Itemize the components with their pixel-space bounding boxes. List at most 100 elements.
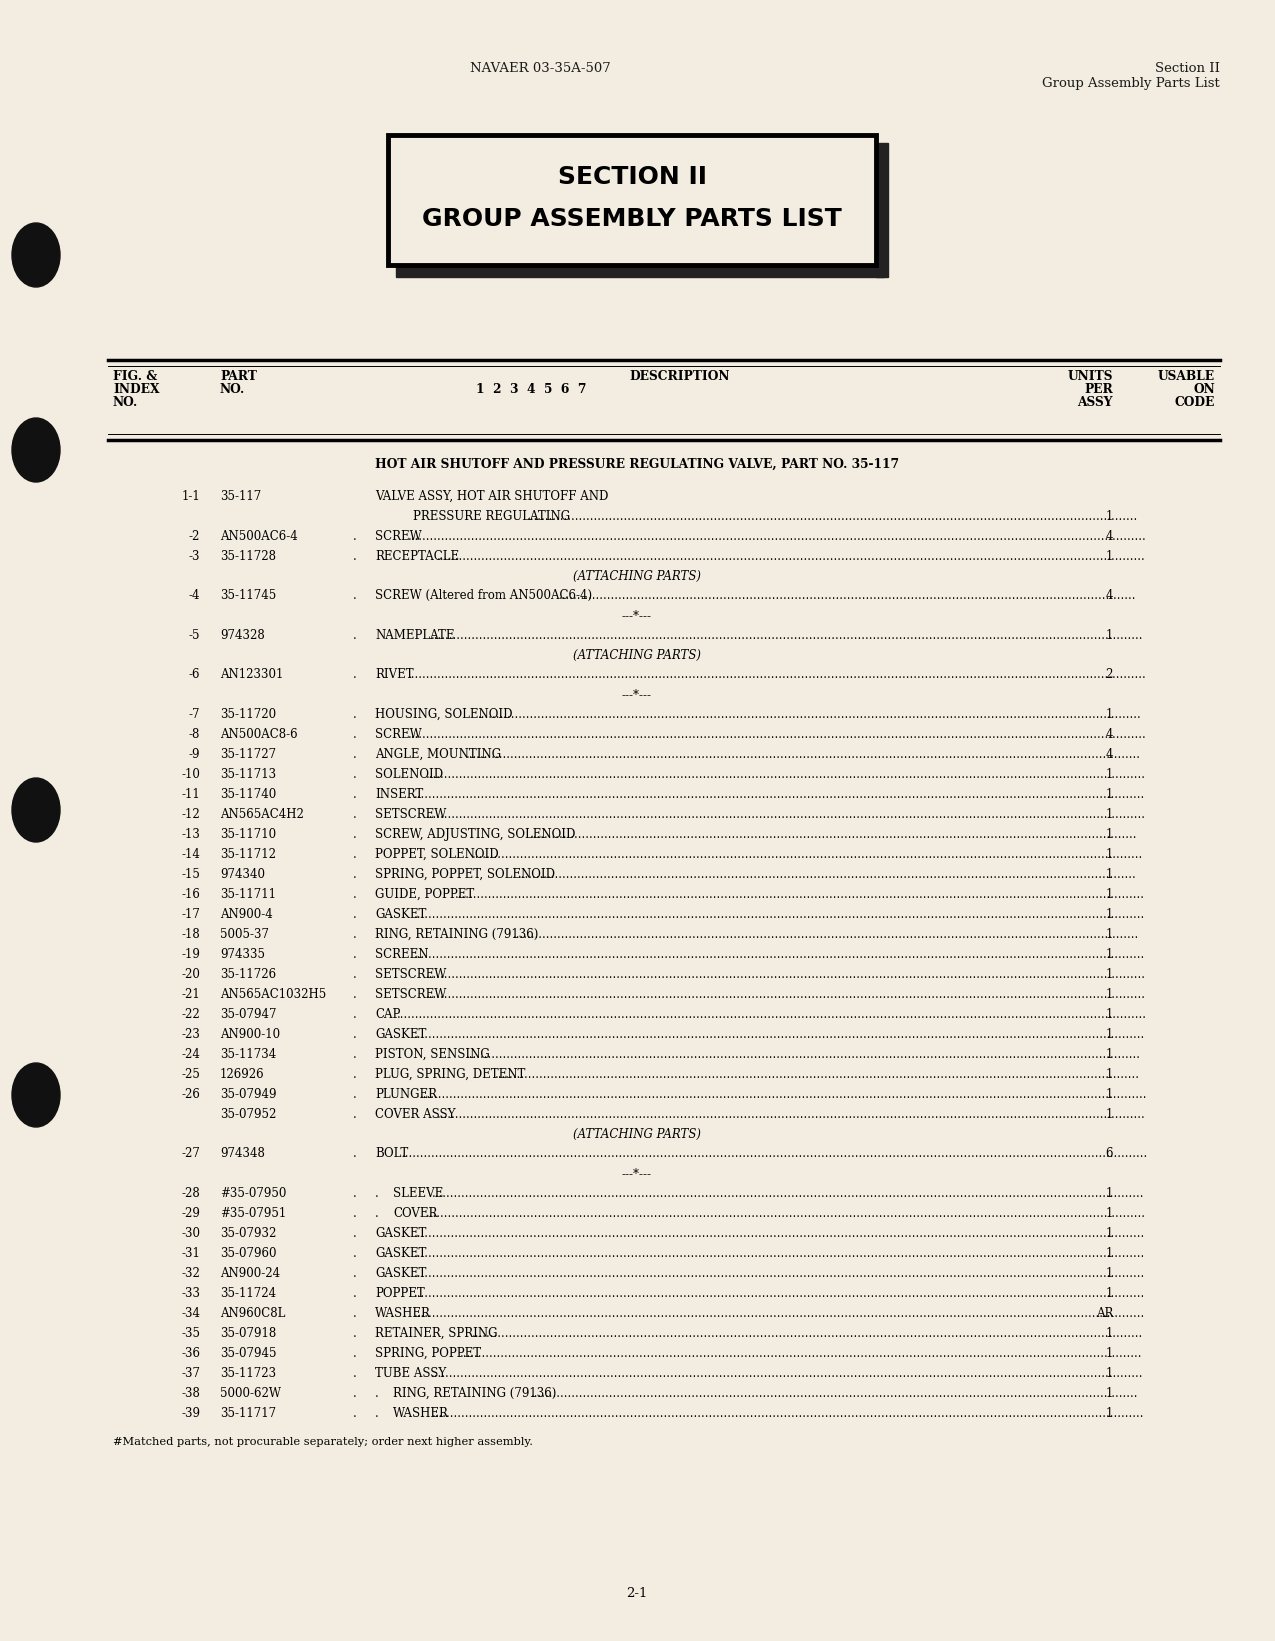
Text: -19: -19 bbox=[181, 948, 200, 962]
Text: 974340: 974340 bbox=[221, 868, 265, 881]
Text: -5: -5 bbox=[189, 629, 200, 642]
Text: SPRING, POPPET, SOLENOID: SPRING, POPPET, SOLENOID bbox=[375, 868, 555, 881]
Text: HOUSING, SOLENOID: HOUSING, SOLENOID bbox=[375, 707, 513, 720]
Text: .: . bbox=[375, 1406, 379, 1419]
Text: .: . bbox=[353, 1068, 357, 1081]
Text: .: . bbox=[353, 1008, 357, 1021]
Text: ................................................................................: ........................................… bbox=[472, 848, 1144, 862]
Text: .: . bbox=[353, 629, 357, 642]
Text: PRESSURE REGULATING: PRESSURE REGULATING bbox=[413, 510, 570, 523]
Text: .: . bbox=[353, 1287, 357, 1300]
Text: RING, RETAINING (79136): RING, RETAINING (79136) bbox=[393, 1387, 556, 1400]
Text: ................................................................................: ........................................… bbox=[414, 1306, 1145, 1319]
Text: PART: PART bbox=[221, 369, 256, 382]
Text: 35-11717: 35-11717 bbox=[221, 1406, 277, 1419]
Text: AN900-24: AN900-24 bbox=[221, 1267, 280, 1280]
Text: 1: 1 bbox=[1105, 768, 1113, 781]
Text: .: . bbox=[353, 1247, 357, 1260]
Text: ---*---: ---*--- bbox=[622, 688, 652, 701]
Text: ................................................................................: ........................................… bbox=[465, 1049, 1141, 1062]
Text: 35-07952: 35-07952 bbox=[221, 1108, 277, 1121]
Text: -17: -17 bbox=[181, 907, 200, 921]
Text: ................................................................................: ........................................… bbox=[530, 1387, 1137, 1400]
Text: -4: -4 bbox=[189, 589, 200, 602]
Text: 4: 4 bbox=[1105, 748, 1113, 761]
Text: AN900-4: AN900-4 bbox=[221, 907, 273, 921]
Text: .: . bbox=[353, 988, 357, 1001]
Text: ................................................................................: ........................................… bbox=[426, 968, 1145, 981]
Text: -10: -10 bbox=[181, 768, 200, 781]
Text: 1: 1 bbox=[1105, 1049, 1113, 1062]
Text: 35-11740: 35-11740 bbox=[221, 788, 277, 801]
Text: ---*---: ---*--- bbox=[622, 1167, 652, 1180]
Text: -11: -11 bbox=[181, 788, 200, 801]
Text: #35-07951: #35-07951 bbox=[221, 1208, 287, 1219]
Text: -30: -30 bbox=[181, 1227, 200, 1241]
Text: .: . bbox=[353, 807, 357, 820]
Text: -33: -33 bbox=[181, 1287, 200, 1300]
Text: -2: -2 bbox=[189, 530, 200, 543]
Text: 1: 1 bbox=[1105, 1367, 1113, 1380]
Text: SECTION II: SECTION II bbox=[557, 166, 706, 189]
Text: -27: -27 bbox=[181, 1147, 200, 1160]
Text: RETAINER, SPRING: RETAINER, SPRING bbox=[375, 1328, 497, 1341]
Text: -35: -35 bbox=[181, 1328, 200, 1341]
Text: 35-07932: 35-07932 bbox=[221, 1227, 277, 1241]
Text: PER: PER bbox=[1084, 382, 1113, 395]
Text: ................................................................................: ........................................… bbox=[397, 1008, 1146, 1021]
Text: 1: 1 bbox=[1105, 1347, 1113, 1360]
Text: ................................................................................: ........................................… bbox=[465, 748, 1141, 761]
Text: RING, RETAINING (79136): RING, RETAINING (79136) bbox=[375, 929, 538, 940]
Text: 1: 1 bbox=[1105, 1328, 1113, 1341]
Text: (ATTACHING PARTS): (ATTACHING PARTS) bbox=[572, 569, 701, 583]
Text: 1: 1 bbox=[1105, 1108, 1113, 1121]
Text: -38: -38 bbox=[181, 1387, 200, 1400]
Text: 1: 1 bbox=[1105, 1027, 1113, 1040]
Text: ................................................................................: ........................................… bbox=[437, 1108, 1146, 1121]
Text: SLEEVE: SLEEVE bbox=[393, 1186, 444, 1200]
Text: GASKET: GASKET bbox=[375, 1267, 426, 1280]
Text: .: . bbox=[375, 1387, 379, 1400]
Text: 1: 1 bbox=[1105, 807, 1113, 820]
Text: 35-07947: 35-07947 bbox=[221, 1008, 277, 1021]
Bar bbox=[388, 135, 876, 264]
Text: TUBE ASSY: TUBE ASSY bbox=[375, 1367, 446, 1380]
Text: .: . bbox=[353, 968, 357, 981]
Text: -12: -12 bbox=[181, 807, 200, 820]
Text: ................................................................................: ........................................… bbox=[432, 1186, 1144, 1200]
Text: ................................................................................: ........................................… bbox=[414, 1227, 1145, 1241]
Text: SETSCREW: SETSCREW bbox=[375, 968, 446, 981]
Ellipse shape bbox=[11, 418, 60, 482]
Text: 1: 1 bbox=[1105, 1208, 1113, 1219]
Text: 1: 1 bbox=[1105, 1008, 1113, 1021]
Text: BOLT: BOLT bbox=[375, 1147, 408, 1160]
Text: -28: -28 bbox=[181, 1186, 200, 1200]
Text: -29: -29 bbox=[181, 1208, 200, 1219]
Text: SCREEN: SCREEN bbox=[375, 948, 428, 962]
Text: 1: 1 bbox=[1105, 707, 1113, 720]
Text: ................................................................................: ........................................… bbox=[518, 868, 1137, 881]
Text: -7: -7 bbox=[189, 707, 200, 720]
Text: 1: 1 bbox=[1105, 829, 1113, 840]
Text: .: . bbox=[353, 1049, 357, 1062]
Text: ................................................................................: ........................................… bbox=[454, 888, 1145, 901]
Text: AN565AC4H2: AN565AC4H2 bbox=[221, 807, 303, 820]
Text: .: . bbox=[353, 1027, 357, 1040]
Text: 1: 1 bbox=[1105, 1227, 1113, 1241]
Text: .: . bbox=[353, 829, 357, 840]
Text: 35-11723: 35-11723 bbox=[221, 1367, 277, 1380]
Text: 35-11745: 35-11745 bbox=[221, 589, 277, 602]
Text: INDEX: INDEX bbox=[113, 382, 159, 395]
Text: 5000-62W: 5000-62W bbox=[221, 1387, 280, 1400]
Text: -3: -3 bbox=[189, 550, 200, 563]
Text: .: . bbox=[353, 788, 357, 801]
Text: GROUP ASSEMBLY PARTS LIST: GROUP ASSEMBLY PARTS LIST bbox=[422, 207, 842, 231]
Text: CODE: CODE bbox=[1174, 395, 1215, 409]
Bar bbox=[397, 264, 884, 277]
Text: GASKET: GASKET bbox=[375, 1227, 426, 1241]
Text: ................................................................................: ........................................… bbox=[527, 510, 1139, 523]
Text: 2: 2 bbox=[1105, 668, 1113, 681]
Text: .: . bbox=[353, 768, 357, 781]
Text: 1: 1 bbox=[1105, 1406, 1113, 1419]
Text: .: . bbox=[353, 530, 357, 543]
